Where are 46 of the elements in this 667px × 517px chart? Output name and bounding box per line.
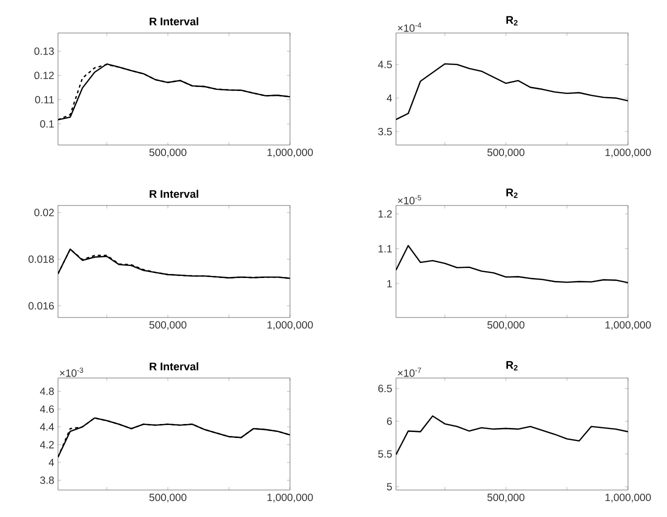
y-tick-label: 6 [387, 418, 392, 425]
x-tick-label: 1,000,000 [268, 148, 313, 158]
chart-title: R Interval [150, 17, 198, 26]
text: ×10$^{-7}$ [398, 368, 422, 377]
text: ×10$^{-3}$ [60, 368, 84, 377]
y-tick-label: 4.4 [40, 423, 54, 430]
y-tick-label: 3.8 [40, 476, 54, 484]
y-tick-label: 3.5 [378, 128, 392, 136]
chart-title: R$_{2}$ [506, 16, 518, 26]
y-tick-label: 0.13 [34, 47, 54, 55]
x-tick-label: 500,000 [149, 321, 186, 330]
x-tick-label: 1,000,000 [606, 321, 651, 330]
y-tick-label: 0.11 [35, 96, 54, 104]
x-tick-label: 500,000 [487, 321, 524, 330]
x-tick-label: 1,000,000 [268, 494, 313, 502]
line-series [396, 244, 628, 284]
y-tick-label: 6.5 [378, 384, 392, 392]
y-tick-label: 4.2 [40, 441, 54, 448]
y-tick-label: 5 [386, 483, 392, 490]
chart-title: R$_{2}$ [506, 361, 518, 370]
chart-title: R Interval [150, 362, 198, 370]
y-tick-label: 4.6 [40, 405, 54, 413]
y-tick-label: 5.5 [378, 450, 392, 458]
x-tick-label: 1,000,000 [606, 148, 651, 158]
y-tick-label: 0.018 [28, 255, 54, 263]
y-tick-label: 4.5 [378, 60, 392, 68]
y-tick-label: 0.02 [34, 208, 54, 216]
x-tick-label: 500,000 [487, 494, 524, 502]
text: ×10$^{-5}$ [398, 195, 422, 204]
y-tick-label: 0.12 [34, 72, 54, 80]
y-tick-label: 1.2 [378, 210, 392, 218]
y-tick-label: 4 [48, 458, 54, 466]
text: ×10$^{-4}$ [398, 22, 422, 32]
x-tick-label: 500,000 [149, 494, 186, 502]
x-tick-label: 1,000,000 [606, 494, 651, 502]
y-tick-label: 4 [386, 94, 392, 102]
y-tick-label: 4.8 [40, 388, 54, 396]
x-tick-label: 500,000 [487, 148, 524, 158]
chart-title: R Interval [150, 190, 198, 198]
y-tick-label: 0.016 [28, 302, 54, 310]
x-tick-label: 500,000 [149, 148, 186, 158]
y-tick-label: 1 [387, 280, 392, 288]
chart-title: R$_{2}$ [506, 188, 518, 198]
x-tick-label: 1,000,000 [268, 321, 313, 330]
y-tick-label: 0.1 [40, 120, 54, 128]
y-tick-label: 1.1 [378, 245, 392, 252]
